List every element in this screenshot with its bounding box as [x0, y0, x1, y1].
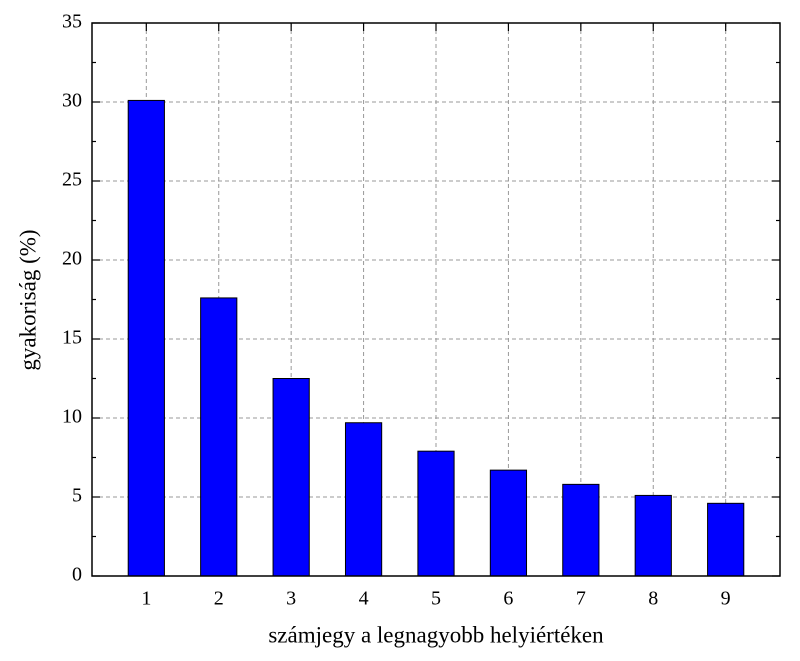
- x-tick-label: 3: [286, 588, 296, 610]
- y-axis-label: gyakoriság (%): [15, 229, 40, 370]
- plot-frame: [91, 22, 781, 577]
- bar: [127, 99, 165, 577]
- x-tick-label: 9: [721, 588, 731, 610]
- x-axis-label: számjegy a legnagyobb helyiértéken: [268, 622, 604, 647]
- x-tick-label: 4: [359, 588, 369, 610]
- y-tick-label: 5: [72, 485, 82, 507]
- x-tick-label: 1: [141, 588, 151, 610]
- bar: [200, 297, 238, 577]
- y-tick-label: 20: [62, 248, 82, 270]
- y-tick-label: 0: [72, 564, 82, 586]
- y-tick-label: 30: [62, 90, 82, 112]
- x-tick-label: 2: [214, 588, 224, 610]
- x-tick-label: 5: [431, 588, 441, 610]
- bar: [707, 502, 745, 577]
- x-tick-label: 8: [648, 588, 658, 610]
- y-tick-label: 25: [62, 169, 82, 191]
- y-tick-label: 35: [62, 11, 82, 33]
- bar: [344, 422, 383, 577]
- bar: [417, 450, 455, 577]
- y-tick-label: 15: [62, 327, 82, 349]
- bar: [634, 494, 672, 577]
- bar: [272, 378, 310, 577]
- bar: [489, 469, 528, 577]
- bar: [562, 483, 600, 577]
- x-tick-label: 7: [576, 588, 586, 610]
- y-tick-label: 10: [62, 406, 82, 428]
- x-tick-label: 6: [503, 588, 513, 610]
